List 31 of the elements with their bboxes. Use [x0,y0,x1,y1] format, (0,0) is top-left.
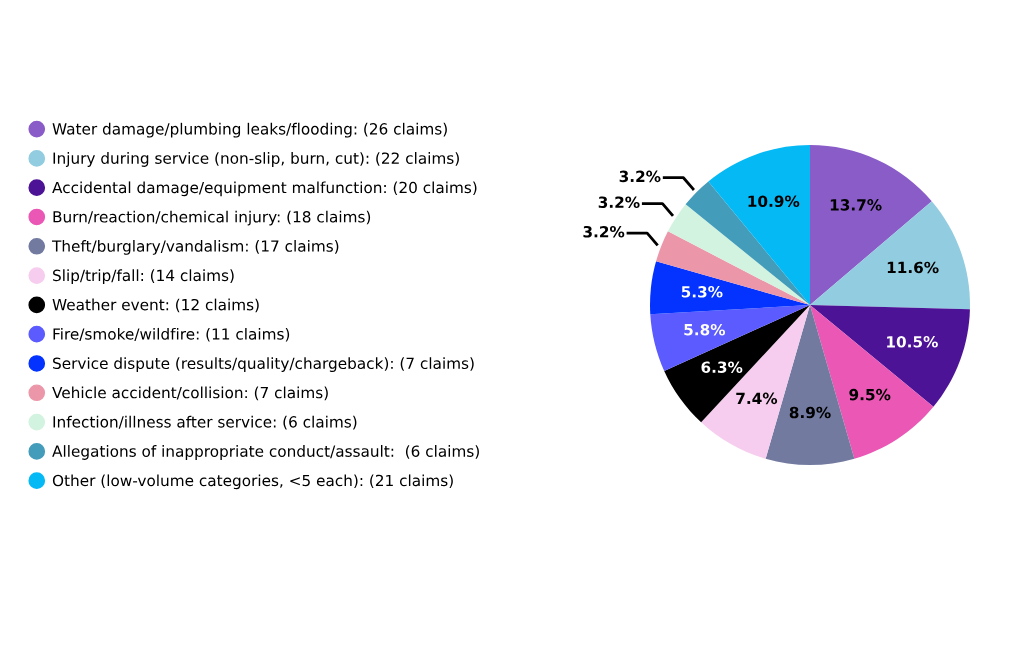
pie-slice [650,261,810,315]
data-label: 5.8% [684,323,726,336]
legend-label: Fire/smoke/wildfire: (11 claims) [53,327,290,342]
data-label: 7.4% [736,392,778,405]
data-label: 13.7% [830,199,882,211]
data-label: 10.5% [887,336,938,348]
data-label: 10.9% [748,195,800,208]
data-label: 3.2% [598,196,640,208]
legend-label: Water damage/plumbing leaks/flooding: (26 claims) [52,122,447,138]
data-label: 9.5% [849,388,891,401]
legend-label: Injury during service (non-slip, burn, cut): (22 claims) [53,152,459,167]
legend-label: Vehicle accident/collision: (7 claims) [52,386,328,401]
legend-label: Infection/illness after service: (6 claims) [53,415,357,430]
data-label: 3.2% [619,170,661,183]
data-label: 6.3% [701,361,743,373]
legend-label: Weather event: (12 claims) [52,298,259,313]
legend-label: Slip/trip/fall: (14 claims) [53,269,234,285]
data-label: 11.6% [887,261,939,274]
pie-slice [650,305,810,371]
legend-label: Service dispute (results/quality/chargeback): (7 claims) [53,357,474,372]
legend-label: Other (low-volume categories, <5 each): (21 claims) [52,474,453,490]
pie-slice [810,305,970,407]
pie-slice [810,201,970,310]
data-label: 5.3% [681,286,723,298]
data-label: 3.2% [583,225,625,238]
legend-label: Theft/burglary/vandalism: (17 claims) [51,240,339,255]
legend-label: Allegations of inappropriate conduct/assault: (6 claims) [52,445,479,460]
legend-label: Burn/reaction/chemical injury: (18 claims) [53,210,371,226]
legend-label: Accidental damage/equipment malfunction: (20 claims) [52,181,477,197]
data-label: 8.9% [789,406,831,419]
pie-slice [656,231,810,305]
